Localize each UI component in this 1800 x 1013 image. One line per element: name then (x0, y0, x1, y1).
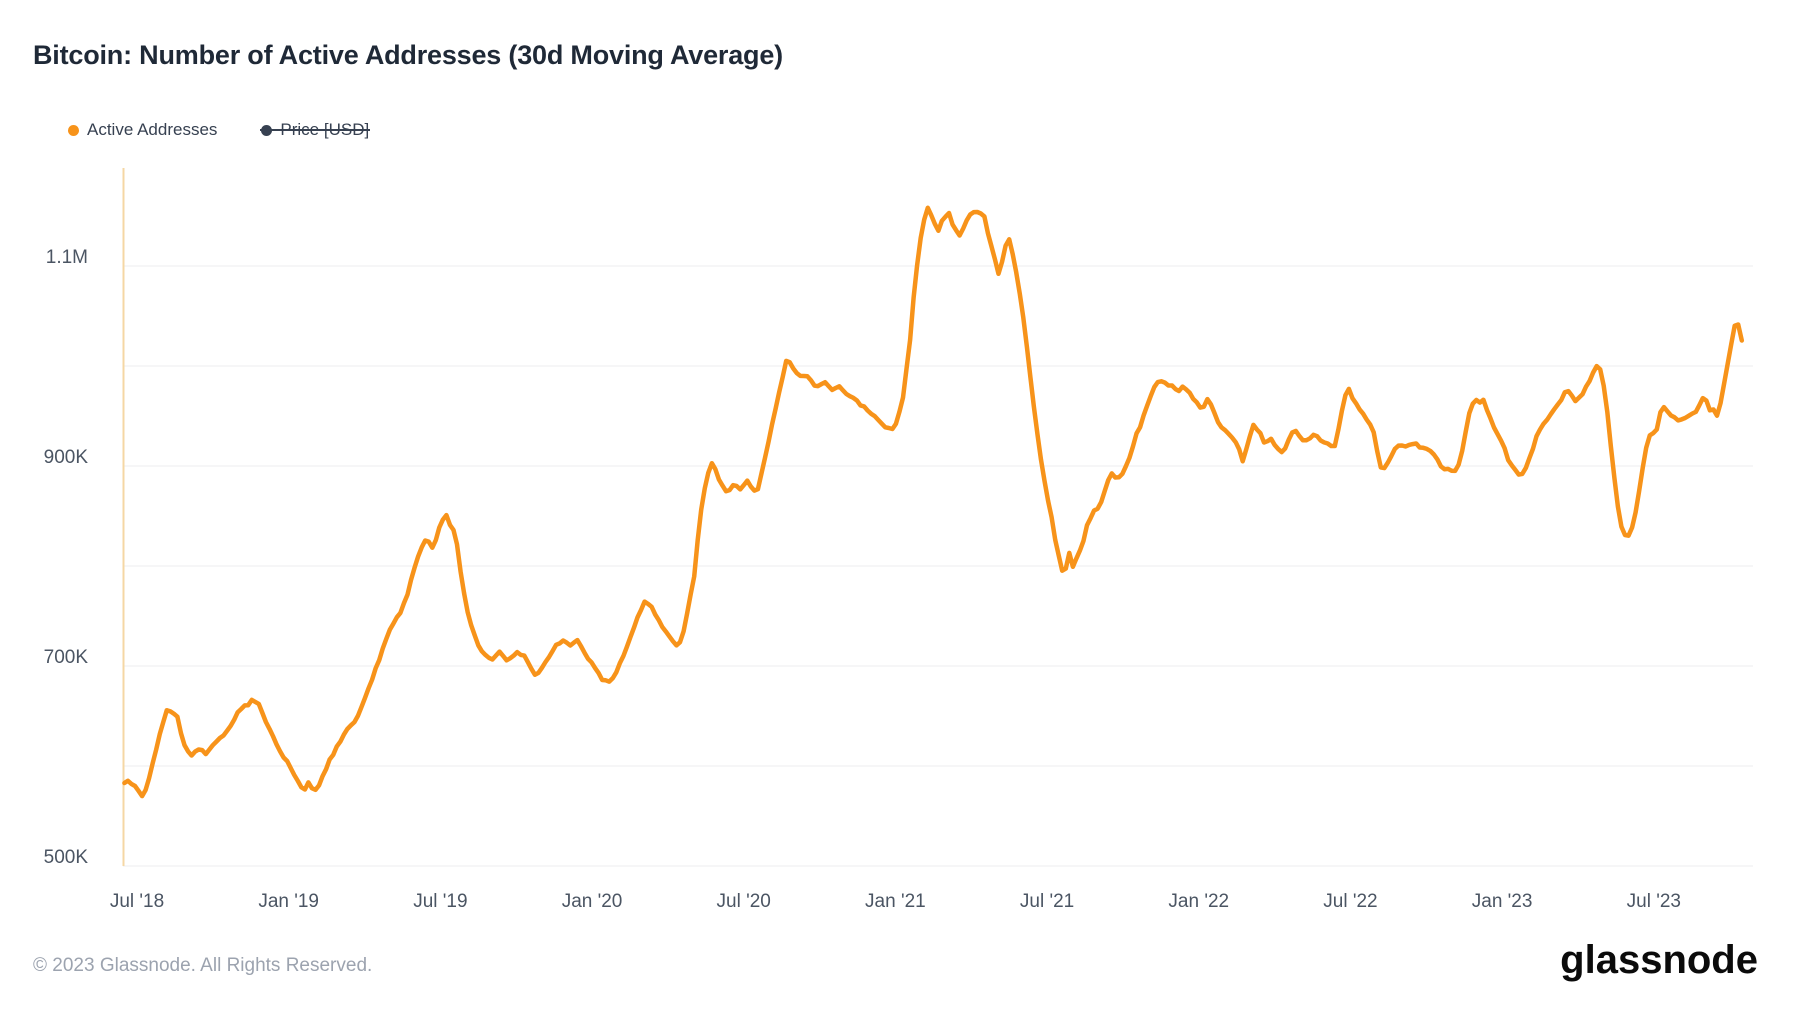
copyright-text: © 2023 Glassnode. All Rights Reserved. (33, 955, 373, 976)
y-axis-tick-label: 900K (44, 447, 89, 468)
active-addresses-line (122, 205, 1745, 799)
x-axis-tick-label: Jul '19 (413, 891, 467, 912)
x-axis-tick-label: Jan '21 (865, 891, 926, 912)
x-axis-tick-label: Jan '22 (1168, 891, 1229, 912)
x-axis-tick-label: Jan '19 (258, 891, 319, 912)
x-axis-tick-label: Jul '22 (1323, 891, 1377, 912)
page-title: Bitcoin: Number of Active Addresses (30d… (33, 40, 783, 70)
active-addresses-dot-icon (68, 124, 79, 136)
legend-item-active-addresses[interactable]: Active Addresses (68, 120, 217, 140)
y-axis-tick-label: 700K (44, 647, 89, 668)
legend-item-price-usd[interactable]: Price [USD] (261, 120, 369, 140)
x-axis-tick-label: Jan '20 (562, 891, 623, 912)
y-axis-tick-label: 500K (44, 847, 89, 868)
legend: Active Addresses Price [USD] (68, 120, 369, 140)
y-axis-tick-label: 1.1M (46, 247, 88, 268)
x-axis-tick-label: Jul '23 (1627, 891, 1681, 912)
x-axis-tick-label: Jul '21 (1020, 891, 1074, 912)
legend-label-active-addresses: Active Addresses (87, 120, 218, 139)
x-axis-tick-label: Jul '18 (110, 891, 164, 912)
x-axis-tick-label: Jan '23 (1472, 891, 1533, 912)
x-axis-tick-label: Jul '20 (717, 891, 771, 912)
glassnode-logo: glassnode (1560, 938, 1758, 982)
